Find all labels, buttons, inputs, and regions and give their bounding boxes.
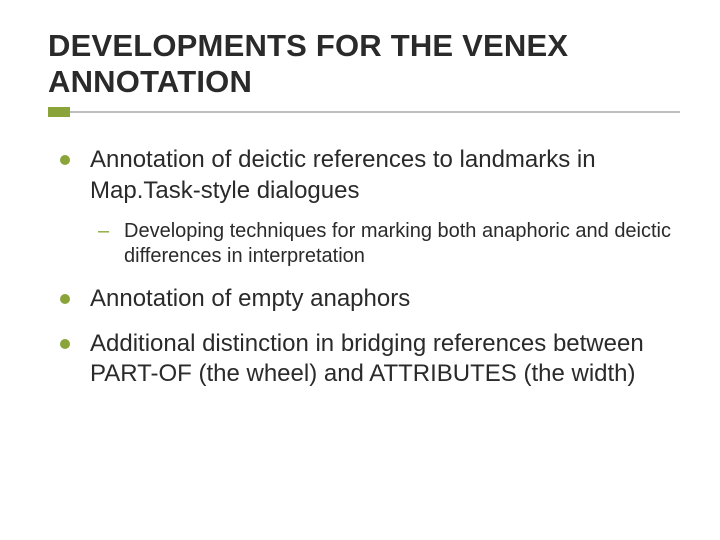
rule-line: [48, 111, 680, 113]
slide-title: DEVELOPMENTS FOR THE VENEX ANNOTATION: [48, 28, 680, 99]
bullet-item: Annotation of empty anaphors: [56, 284, 680, 315]
bullet-list: Annotation of deictic references to land…: [56, 145, 680, 390]
slide: DEVELOPMENTS FOR THE VENEX ANNOTATION An…: [0, 0, 720, 540]
content-area: Annotation of deictic references to land…: [48, 145, 680, 390]
bullet-item: Additional distinction in bridging refer…: [56, 329, 680, 390]
bullet-text: Additional distinction in bridging refer…: [90, 330, 644, 388]
sub-bullet-item: Developing techniques for marking both a…: [90, 219, 680, 270]
sub-bullet-text: Developing techniques for marking both a…: [124, 220, 671, 268]
title-rule: [48, 107, 680, 117]
sub-bullet-list: Developing techniques for marking both a…: [90, 219, 680, 270]
rule-accent-box: [48, 107, 70, 117]
bullet-text: Annotation of deictic references to land…: [90, 146, 596, 204]
title-block: DEVELOPMENTS FOR THE VENEX ANNOTATION: [48, 28, 680, 99]
bullet-item: Annotation of deictic references to land…: [56, 145, 680, 270]
bullet-text: Annotation of empty anaphors: [90, 285, 410, 312]
